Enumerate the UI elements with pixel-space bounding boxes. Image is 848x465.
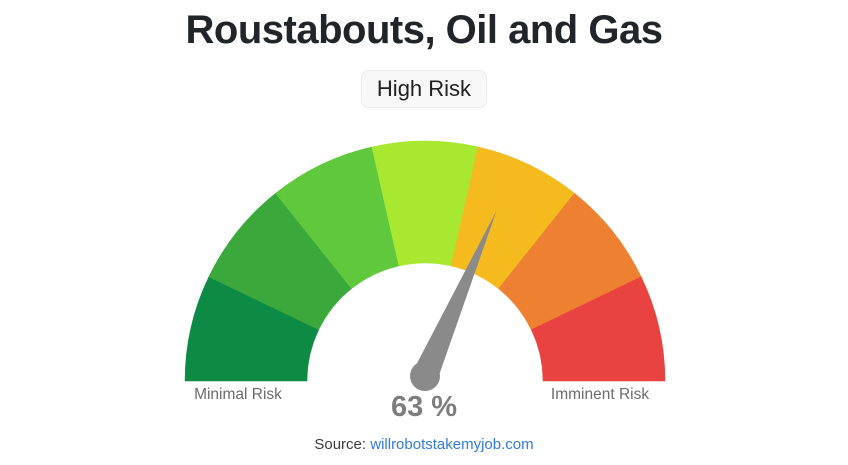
risk-badge: High Risk — [360, 70, 488, 108]
needle-pointer — [413, 210, 497, 382]
source-link[interactable]: willrobotstakemyjob.com — [370, 436, 534, 453]
gauge-segment — [530, 276, 666, 382]
gauge-max-label: Imminent Risk — [551, 386, 649, 403]
source-line: Source: willrobotstakemyjob.com — [0, 436, 848, 453]
gauge-chart: Minimal Risk Imminent Risk — [184, 140, 666, 403]
page-title: Roustabouts, Oil and Gas — [185, 8, 663, 52]
source-prefix-label: Source: — [314, 436, 367, 453]
gauge-value: 63 % — [390, 391, 458, 423]
risk-badge-row: High Risk — [0, 70, 848, 108]
gauge-min-label: Minimal Risk — [194, 386, 282, 403]
gauge-segments — [184, 140, 666, 382]
gauge-needle — [410, 210, 497, 391]
